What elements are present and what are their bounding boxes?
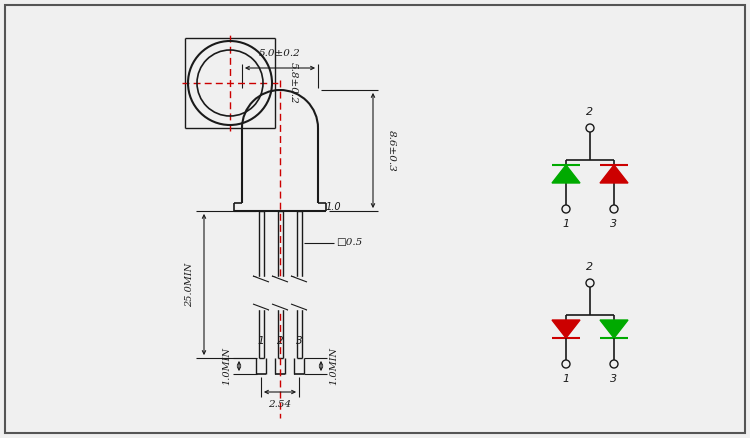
Text: 2: 2 <box>586 107 593 117</box>
Text: 1.0MIN: 1.0MIN <box>329 347 338 385</box>
Text: 1.0: 1.0 <box>326 202 341 212</box>
Text: 25.0MIN: 25.0MIN <box>185 262 194 307</box>
Text: □0.5: □0.5 <box>336 239 362 247</box>
Polygon shape <box>600 165 628 183</box>
Text: 2: 2 <box>586 262 593 272</box>
Text: 1.0MIN: 1.0MIN <box>222 347 231 385</box>
Text: 3: 3 <box>610 374 617 384</box>
Text: 1: 1 <box>562 374 569 384</box>
Text: 2: 2 <box>277 336 284 346</box>
Text: 8.6±0.3: 8.6±0.3 <box>387 130 396 171</box>
Text: 3: 3 <box>296 336 302 346</box>
Text: 5.8±0.2: 5.8±0.2 <box>289 62 298 104</box>
Text: 3: 3 <box>610 219 617 229</box>
Polygon shape <box>552 165 580 183</box>
Polygon shape <box>552 320 580 338</box>
Text: 2.54: 2.54 <box>268 400 292 409</box>
Text: 1: 1 <box>562 219 569 229</box>
Text: 1: 1 <box>258 336 264 346</box>
Polygon shape <box>600 320 628 338</box>
Text: 5.0±0.2: 5.0±0.2 <box>260 49 301 58</box>
